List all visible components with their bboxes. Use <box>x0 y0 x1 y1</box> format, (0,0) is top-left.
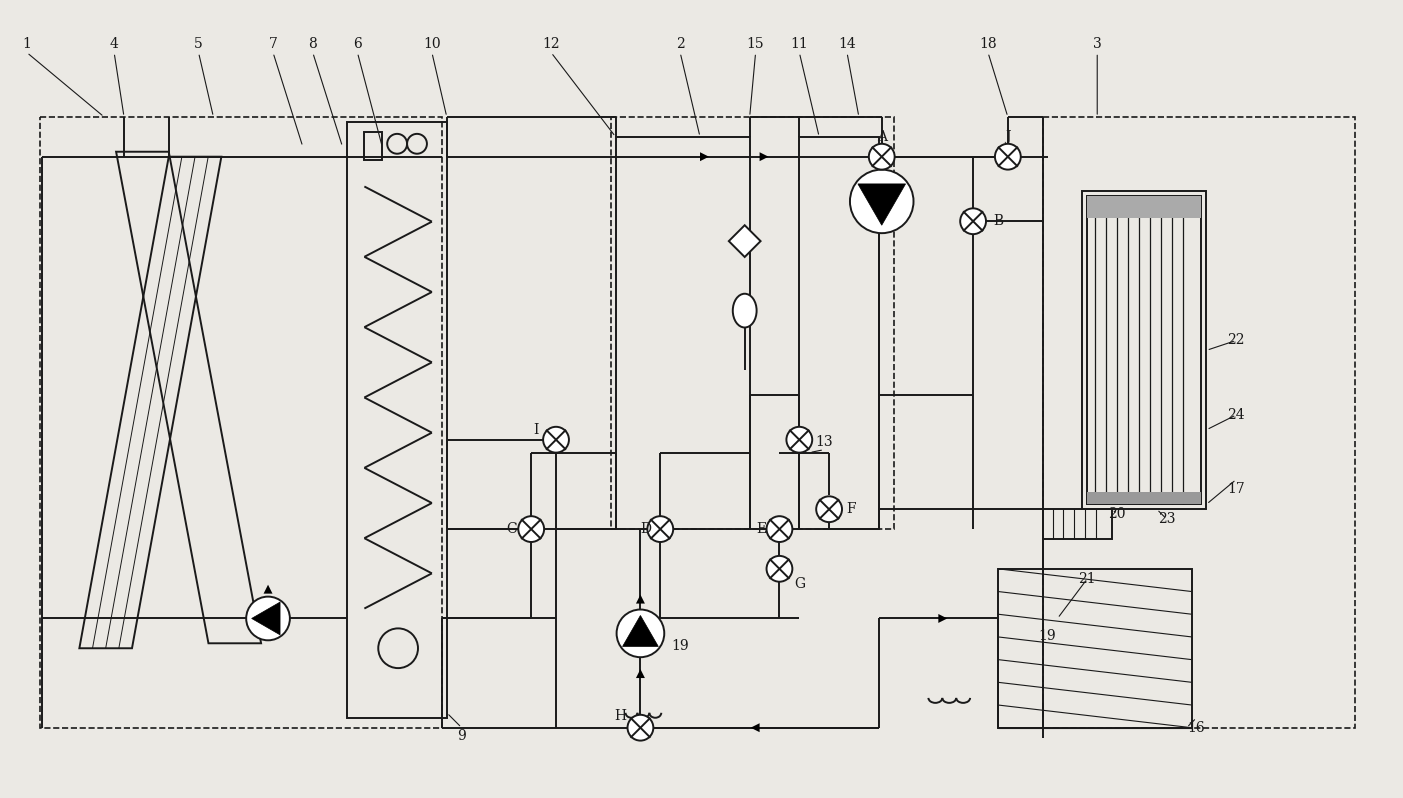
Text: 10: 10 <box>424 38 441 52</box>
Text: 1: 1 <box>22 38 31 52</box>
Circle shape <box>616 610 664 658</box>
Text: D: D <box>640 522 651 536</box>
Bar <box>365 132 382 160</box>
Bar <box>1087 196 1201 504</box>
Text: B: B <box>993 214 1003 228</box>
Polygon shape <box>636 669 645 678</box>
Text: 4: 4 <box>109 38 119 52</box>
Text: 9: 9 <box>457 729 466 743</box>
Circle shape <box>850 170 913 233</box>
Text: C: C <box>506 522 516 536</box>
Bar <box>348 122 446 717</box>
Polygon shape <box>857 184 905 225</box>
Circle shape <box>960 208 986 234</box>
Text: 19: 19 <box>672 639 689 654</box>
Bar <box>1082 192 1207 509</box>
Bar <box>1087 492 1201 504</box>
Polygon shape <box>264 585 272 594</box>
Text: 12: 12 <box>542 38 560 52</box>
Circle shape <box>868 144 895 170</box>
Circle shape <box>787 427 812 452</box>
Polygon shape <box>251 602 281 635</box>
Text: 11: 11 <box>790 38 808 52</box>
Text: 19: 19 <box>1038 630 1056 643</box>
Bar <box>800 136 878 529</box>
Text: 7: 7 <box>268 38 278 52</box>
Text: F: F <box>846 502 856 516</box>
Text: 23: 23 <box>1157 512 1176 526</box>
Circle shape <box>766 556 793 582</box>
Circle shape <box>766 516 793 542</box>
Circle shape <box>627 715 654 741</box>
Text: 20: 20 <box>1108 508 1125 521</box>
Text: 2: 2 <box>676 38 685 52</box>
Polygon shape <box>751 723 759 732</box>
Bar <box>1042 117 1355 728</box>
Text: 6: 6 <box>354 38 362 52</box>
Bar <box>610 117 894 529</box>
Bar <box>1087 196 1201 219</box>
Text: 21: 21 <box>1079 571 1096 586</box>
Bar <box>616 136 749 529</box>
Text: A: A <box>877 130 887 144</box>
Text: 8: 8 <box>309 38 317 52</box>
Text: 3: 3 <box>1093 38 1101 52</box>
Text: 16: 16 <box>1188 721 1205 735</box>
Text: E: E <box>756 522 766 536</box>
Text: 5: 5 <box>194 38 203 52</box>
Ellipse shape <box>732 294 756 327</box>
Circle shape <box>817 496 842 522</box>
Text: 14: 14 <box>838 38 856 52</box>
Polygon shape <box>700 152 709 161</box>
Text: I: I <box>533 423 539 437</box>
Text: 18: 18 <box>979 38 996 52</box>
Polygon shape <box>636 595 645 603</box>
Text: 22: 22 <box>1228 334 1244 347</box>
Circle shape <box>246 597 290 640</box>
Polygon shape <box>939 614 947 623</box>
Polygon shape <box>728 225 760 257</box>
Circle shape <box>995 144 1021 170</box>
Circle shape <box>647 516 673 542</box>
Text: J: J <box>1005 130 1010 144</box>
Bar <box>1042 509 1113 539</box>
Text: 24: 24 <box>1228 408 1244 422</box>
Text: 15: 15 <box>746 38 765 52</box>
Polygon shape <box>623 615 658 646</box>
Circle shape <box>543 427 570 452</box>
Text: 17: 17 <box>1228 482 1244 496</box>
Bar <box>39 117 442 728</box>
Polygon shape <box>759 152 769 161</box>
Bar <box>998 569 1191 728</box>
Text: H: H <box>615 709 627 723</box>
Text: G: G <box>794 577 805 591</box>
Circle shape <box>518 516 544 542</box>
Text: 13: 13 <box>815 435 833 448</box>
